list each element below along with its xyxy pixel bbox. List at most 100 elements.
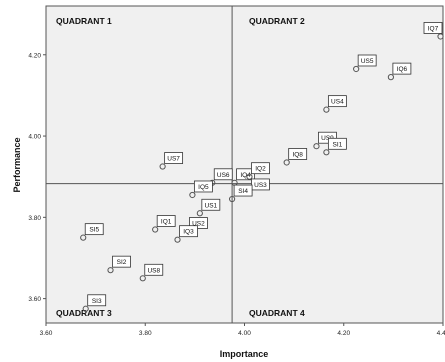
point-label: US2	[192, 221, 205, 228]
data-point-us1: US1	[196, 198, 221, 217]
point-label-box	[179, 225, 198, 238]
point-marker	[283, 159, 290, 166]
y-tick-label: 3.60	[28, 296, 41, 303]
point-label-box	[392, 62, 412, 75]
point-label-box	[357, 54, 377, 67]
data-point-si1: SI1	[323, 137, 347, 156]
point-marker	[228, 195, 236, 203]
point-label: SI1	[332, 141, 342, 148]
point-label-box	[236, 168, 255, 181]
data-point-us4: US4	[323, 95, 347, 113]
y-tick-label: 4.00	[28, 134, 41, 141]
data-points: IQ7 US5 IQ6 US4 US9 IQ8 SI1 US7 US6 IQ4 IQ2 US3 SI4 I…	[80, 22, 444, 312]
point-label-box	[84, 223, 104, 236]
point-label: SI4	[238, 188, 248, 195]
data-point-iq1: IQ1	[152, 215, 176, 233]
point-label-box	[144, 263, 164, 276]
point-label: IQ4	[240, 172, 251, 179]
quadrant-1-label: QUADRANT 1	[56, 16, 112, 26]
point-label-box	[213, 168, 233, 181]
point-label: IQ8	[292, 151, 303, 158]
point-label: IQ2	[255, 166, 266, 173]
y-axis-title: Performance	[12, 137, 22, 192]
point-label: SI3	[92, 298, 102, 305]
point-label-box	[233, 184, 253, 197]
point-marker	[323, 149, 330, 156]
point-label-box	[251, 178, 270, 191]
data-point-iq3: IQ3	[174, 225, 198, 243]
point-marker	[82, 305, 89, 312]
data-point-si2: SI2	[107, 255, 131, 274]
point-marker	[80, 234, 87, 241]
point-marker	[387, 74, 394, 81]
point-marker	[107, 267, 114, 274]
data-point-iq6: IQ6	[387, 62, 412, 81]
point-marker	[174, 236, 181, 243]
point-marker	[353, 65, 360, 73]
point-label-box	[288, 148, 308, 160]
point-label: IQ1	[161, 219, 172, 226]
y-tick-label: 3.80	[28, 215, 41, 222]
quadrant-4-label: QUADRANT 4	[249, 308, 305, 318]
x-axis-title: Importance	[220, 349, 269, 359]
point-marker	[323, 106, 330, 113]
point-label-box	[327, 95, 347, 108]
point-label: US6	[217, 172, 230, 179]
point-label: US1	[205, 202, 218, 209]
data-point-us7: US7	[159, 152, 184, 170]
point-label: US5	[361, 58, 374, 65]
point-label: IQ5	[198, 184, 209, 191]
data-point-si5: SI5	[80, 223, 104, 241]
point-label-box	[251, 162, 270, 175]
point-label-box	[201, 198, 221, 211]
x-tick-label: 4.20	[337, 330, 350, 337]
point-label-box	[318, 131, 337, 144]
point-marker	[196, 210, 203, 217]
quadrant-3-label: QUADRANT 3	[56, 308, 112, 318]
y-axis: 3.60 3.80 4.00 4.20	[28, 52, 46, 303]
x-axis: 3.60 3.80 4.00 4.20 4.40	[40, 323, 445, 337]
point-marker	[189, 191, 196, 199]
x-tick-label: 4.00	[238, 330, 251, 337]
point-marker	[159, 163, 166, 170]
data-point-iq8: IQ8	[283, 148, 308, 166]
point-label: SI2	[117, 259, 127, 266]
plot-area	[45, 5, 444, 324]
data-point-iq2: IQ2	[246, 162, 270, 180]
data-point-us9: US9	[313, 131, 337, 150]
point-label-box	[164, 152, 184, 164]
point-label: IQ7	[428, 25, 439, 32]
point-marker	[313, 143, 320, 150]
point-label-box	[327, 137, 347, 150]
point-label-box	[189, 217, 208, 229]
data-point-si3: SI3	[82, 294, 107, 312]
point-marker	[139, 275, 146, 282]
point-label: US4	[331, 99, 344, 106]
point-label: US3	[254, 182, 267, 189]
point-label: US7	[167, 156, 180, 163]
data-point-us5: US5	[353, 54, 377, 73]
point-label: US9	[321, 135, 334, 142]
y-tick-label: 4.20	[28, 52, 41, 59]
point-label: SI5	[89, 227, 99, 234]
data-point-iq5: IQ5	[189, 180, 213, 199]
point-label: IQ6	[397, 66, 408, 73]
point-marker	[152, 226, 159, 233]
x-tick-label: 3.60	[40, 330, 53, 337]
point-marker	[246, 173, 253, 180]
x-tick-label: 4.40	[437, 330, 445, 337]
quadrant-2-label: QUADRANT 2	[249, 16, 305, 26]
point-marker	[437, 33, 444, 40]
x-tick-label: 3.80	[139, 330, 152, 337]
data-point-us8: US8	[139, 263, 164, 282]
point-label-box	[87, 294, 107, 307]
point-label-box	[112, 255, 131, 268]
data-point-si4: SI4	[228, 184, 253, 203]
point-label-box	[193, 180, 213, 193]
point-label: US8	[147, 267, 160, 274]
point-label: IQ3	[183, 229, 194, 236]
data-point-iq7: IQ7	[423, 22, 444, 40]
point-label-box	[156, 215, 176, 227]
point-label-box	[423, 22, 443, 34]
